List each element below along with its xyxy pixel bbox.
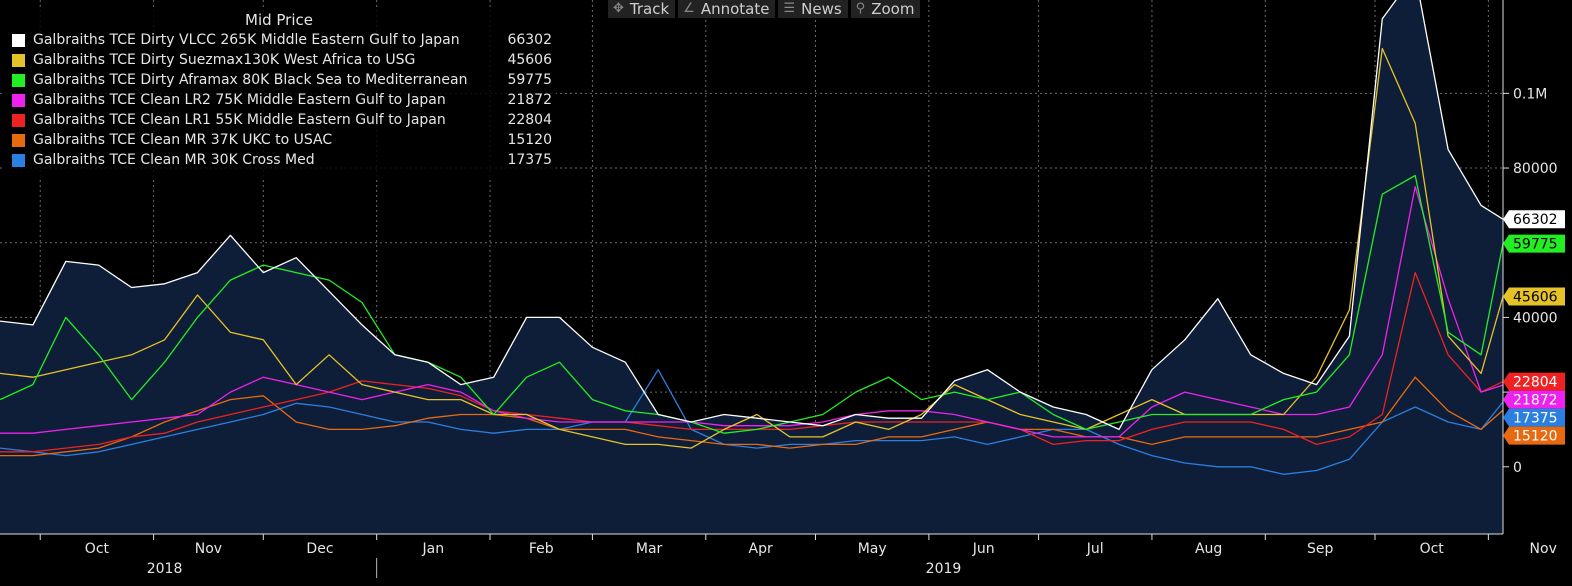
legend-label: Galbraiths TCE Clean LR2 75K Middle East… xyxy=(33,92,446,108)
legend-label: Galbraiths TCE Dirty VLCC 265K Middle Ea… xyxy=(33,32,460,48)
vlcc-area xyxy=(0,0,1503,534)
legend-item-vlcc[interactable]: Galbraiths TCE Dirty VLCC 265K Middle Ea… xyxy=(12,30,552,50)
news-button[interactable]: ☰ News xyxy=(778,0,848,18)
legend-swatch xyxy=(12,54,25,67)
crosshair-icon: ✥ xyxy=(613,1,624,16)
x-tick-label: Feb xyxy=(529,541,554,557)
x-tick-label: Oct xyxy=(85,541,110,557)
last-value-tag: 17375 xyxy=(1503,408,1565,427)
legend-value: 66302 xyxy=(507,32,552,48)
series-lines xyxy=(0,0,1504,475)
news-icon: ☰ xyxy=(783,1,796,16)
last-value-tag-text: 66302 xyxy=(1513,212,1558,228)
track-button[interactable]: ✥ Track xyxy=(608,0,676,18)
last-value-tag-text: 21872 xyxy=(1513,393,1558,409)
legend-item-aframax[interactable]: Galbraiths TCE Dirty Aframax 80K Black S… xyxy=(12,70,552,90)
pencil-icon: ∠ xyxy=(683,1,695,16)
annotate-label: Annotate xyxy=(700,0,770,18)
x-year-label: 2019 xyxy=(926,561,962,577)
last-value-tag-bg xyxy=(1503,234,1565,253)
series-line-5 xyxy=(0,376,1504,457)
axes xyxy=(0,0,1509,578)
y-tick-label: 40000 xyxy=(1513,310,1558,326)
chart-toolbar: ✥ Track ∠ Annotate ☰ News ⚲ Zoom xyxy=(608,0,921,18)
legend-swatch xyxy=(12,74,25,87)
x-tick-label: Apr xyxy=(749,541,773,557)
legend-swatch xyxy=(12,94,25,107)
last-value-tag-bg xyxy=(1503,372,1565,391)
y-tick-label: 80000 xyxy=(1513,161,1558,177)
y-tick-label: 0.1M xyxy=(1513,86,1547,102)
x-tick-label: Dec xyxy=(306,541,333,557)
last-value-tag: 22804 xyxy=(1503,372,1565,391)
legend-item-lr2[interactable]: Galbraiths TCE Clean LR2 75K Middle East… xyxy=(12,90,552,110)
legend-value: 59775 xyxy=(507,72,552,88)
zoom-button[interactable]: ⚲ Zoom xyxy=(850,0,921,18)
zoom-label: Zoom xyxy=(871,0,915,18)
legend: Mid Price Galbraiths TCE Dirty VLCC 265K… xyxy=(5,9,556,177)
legend-title: Mid Price xyxy=(245,11,313,29)
x-tick-label: Sep xyxy=(1307,541,1334,557)
x-tick-label: Oct xyxy=(1420,541,1445,557)
legend-swatch xyxy=(12,154,25,167)
legend-swatch xyxy=(12,114,25,127)
x-tick-label: Aug xyxy=(1195,541,1222,557)
legend-label: Galbraiths TCE Dirty Aframax 80K Black S… xyxy=(33,72,468,88)
last-value-tag-bg xyxy=(1503,426,1565,445)
x-tick-label: May xyxy=(858,541,887,557)
y-tick-label: 0 xyxy=(1513,460,1522,476)
last-value-tag-bg xyxy=(1503,408,1565,427)
legend-label: Galbraiths TCE Clean MR 37K UKC to USAC xyxy=(33,132,333,148)
series-line-2 xyxy=(0,174,1504,434)
last-value-tag: 66302 xyxy=(1503,210,1565,229)
legend-value: 22804 xyxy=(507,112,552,128)
last-value-tag: 59775 xyxy=(1503,234,1565,253)
last-value-tag: 21872 xyxy=(1503,390,1565,409)
legend-value: 21872 xyxy=(507,92,552,108)
legend-label: Galbraiths TCE Clean MR 30K Cross Med xyxy=(33,152,315,168)
series-line-1 xyxy=(0,47,1504,449)
magnifier-icon: ⚲ xyxy=(855,1,866,16)
series-line-0 xyxy=(0,0,1504,431)
last-value-tag-text: 15120 xyxy=(1513,429,1558,445)
news-label: News xyxy=(801,0,842,18)
legend-item-mr37[interactable]: Galbraiths TCE Clean MR 37K UKC to USAC … xyxy=(12,130,552,150)
annotate-button[interactable]: ∠ Annotate xyxy=(678,0,776,18)
last-value-tag-text: 59775 xyxy=(1513,237,1558,253)
y-axis-labels: 0 40000 80000 0.1M xyxy=(1513,86,1558,475)
last-value-tag-bg xyxy=(1503,390,1565,409)
last-value-tag: 15120 xyxy=(1503,426,1565,445)
legend-label: Galbraiths TCE Clean LR1 55K Middle East… xyxy=(33,112,446,128)
legend-swatch xyxy=(12,134,25,147)
x-axis-labels: Oct Nov Dec Jan Feb Mar Apr May Jun Jul Aug Sep Oct N… xyxy=(85,541,1557,577)
track-label: Track xyxy=(629,0,670,18)
last-value-tag-bg xyxy=(1503,210,1565,229)
x-year-label: 2018 xyxy=(147,561,183,577)
legend-item-mr30[interactable]: Galbraiths TCE Clean MR 30K Cross Med 17… xyxy=(12,150,552,170)
x-tick-label: Nov xyxy=(1530,541,1557,557)
legend-item-suezmax[interactable]: Galbraiths TCE Dirty Suezmax130K West Af… xyxy=(12,50,552,70)
last-value-tag-text: 45606 xyxy=(1513,289,1558,305)
vlcc-area-fill xyxy=(0,0,1503,534)
legend-value: 45606 xyxy=(507,52,552,68)
x-tick-label: Jun xyxy=(972,541,995,557)
last-value-tag: 45606 xyxy=(1503,287,1565,306)
x-tick-label: Jan xyxy=(422,541,445,557)
legend-value: 17375 xyxy=(507,152,552,168)
series-line-6 xyxy=(0,369,1504,475)
legend-value: 15120 xyxy=(507,132,552,148)
x-tick-label: Jul xyxy=(1086,541,1104,557)
x-tick-label: Nov xyxy=(195,541,222,557)
last-value-tags: 66302 59775 45606 22804 21872 17375 15120 xyxy=(1503,210,1565,445)
legend-item-lr1[interactable]: Galbraiths TCE Clean LR1 55K Middle East… xyxy=(12,110,552,130)
last-value-tag-bg xyxy=(1503,287,1565,306)
legend-swatch xyxy=(12,34,25,47)
last-value-tag-text: 22804 xyxy=(1513,375,1558,391)
x-tick-label: Mar xyxy=(636,541,663,557)
last-value-tag-text: 17375 xyxy=(1513,411,1558,427)
legend-label: Galbraiths TCE Dirty Suezmax130K West Af… xyxy=(33,52,416,68)
